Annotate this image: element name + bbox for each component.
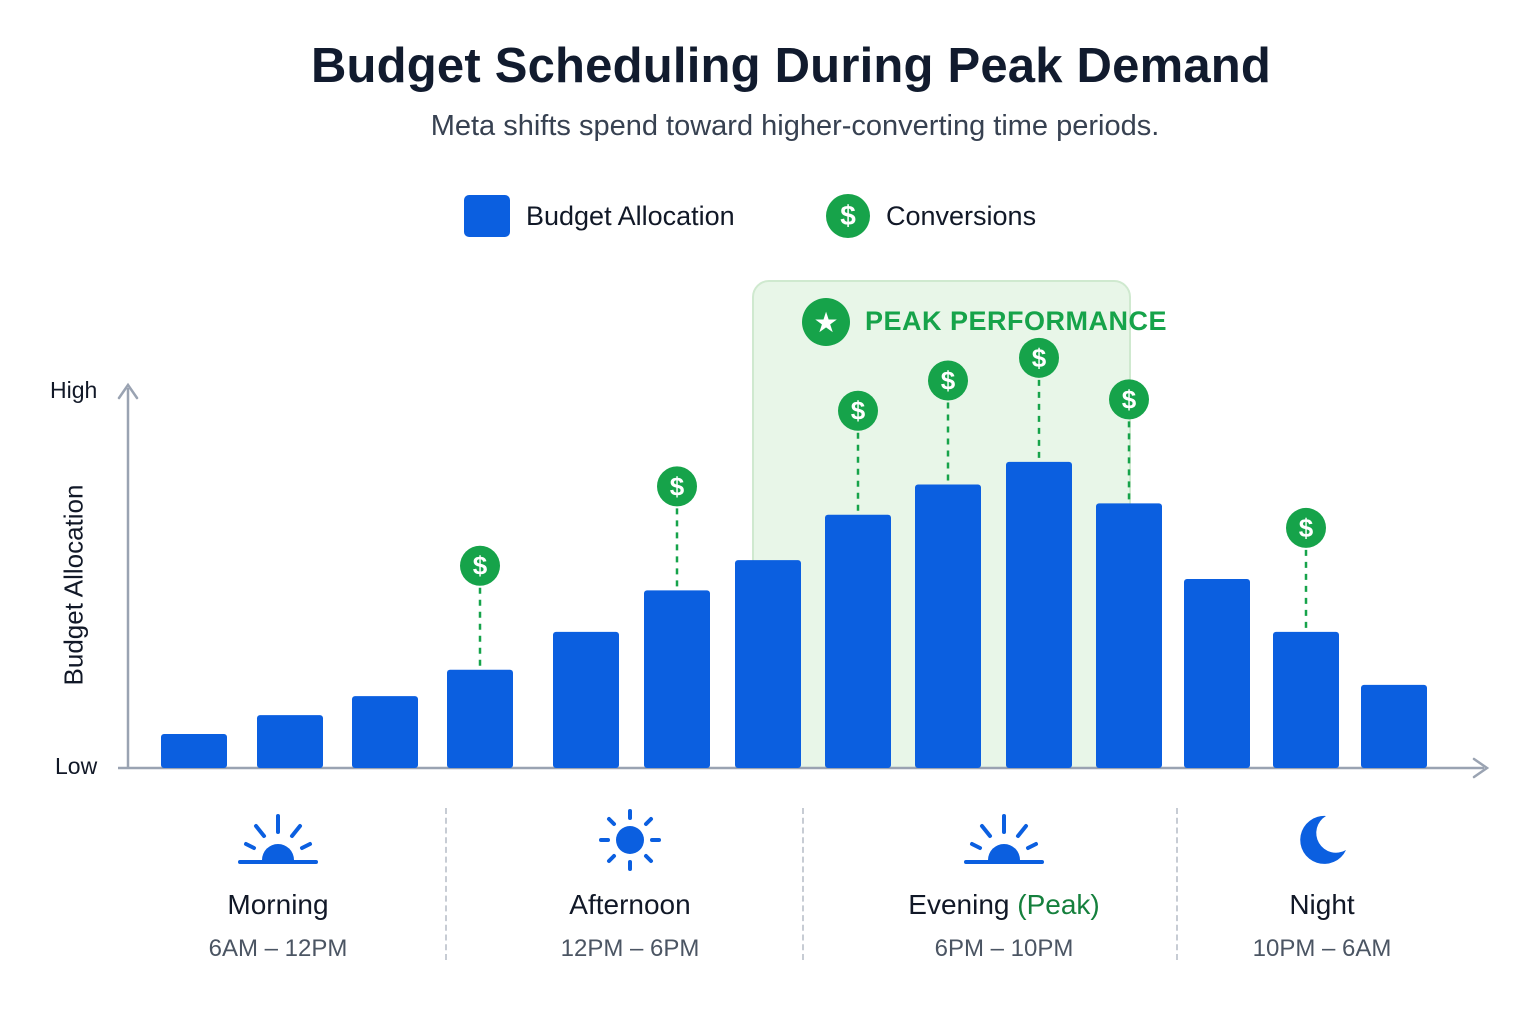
y-tick-low: Low bbox=[55, 753, 98, 779]
bar bbox=[257, 715, 323, 768]
legend-label-budget: Budget Allocation bbox=[526, 200, 735, 231]
bar bbox=[161, 733, 227, 768]
period-name-night: Night bbox=[1289, 889, 1355, 920]
y-axis-title: Budget Allocation bbox=[58, 484, 89, 686]
period-afternoon: Afternoon 12PM – 6PM bbox=[530, 805, 730, 963]
x-axis-arrow bbox=[1472, 757, 1490, 779]
peak-performance-label: PEAK PERFORMANCE bbox=[865, 306, 1168, 336]
chart-subtitle: Meta shifts spend toward higher-converti… bbox=[430, 110, 1160, 142]
legend-swatch-budget bbox=[464, 195, 510, 237]
legend-label-conversions: Conversions bbox=[886, 200, 1037, 231]
period-night: Night 10PM – 6AM bbox=[1222, 805, 1422, 963]
dollar-icon: $ bbox=[941, 366, 956, 396]
conversion-marker bbox=[657, 466, 697, 507]
conversion-marker bbox=[928, 360, 968, 401]
dollar-icon: $ bbox=[1032, 343, 1047, 373]
bar bbox=[553, 631, 619, 768]
period-divider bbox=[802, 808, 804, 960]
period-name-afternoon: Afternoon bbox=[569, 889, 691, 920]
bar bbox=[915, 484, 981, 768]
legend-item-conversions: $ Conversions bbox=[826, 194, 1036, 238]
moon-icon bbox=[1222, 805, 1422, 875]
period-morning: Morning 6AM – 12PM bbox=[178, 805, 378, 963]
period-range-night: 10PM – 6AM bbox=[1252, 935, 1392, 962]
bar bbox=[644, 590, 710, 768]
conversion-marker bbox=[1019, 337, 1059, 378]
period-divider bbox=[445, 808, 447, 960]
period-name-morning: Morning bbox=[227, 889, 329, 920]
y-tick-high: High bbox=[50, 377, 98, 403]
dollar-icon: $ bbox=[1122, 384, 1137, 414]
legend-item-budget: Budget Allocation bbox=[464, 195, 735, 237]
period-range-evening: 6PM – 10PM bbox=[934, 935, 1074, 962]
conversion-marker bbox=[1286, 507, 1326, 548]
bar bbox=[447, 669, 513, 768]
conversion-marker bbox=[838, 390, 878, 431]
period-divider bbox=[1176, 808, 1178, 960]
dollar-icon: $ bbox=[473, 551, 488, 581]
bar bbox=[1006, 461, 1072, 768]
conversion-marker bbox=[460, 545, 500, 586]
bar bbox=[352, 696, 418, 768]
dollar-icon: $ bbox=[851, 396, 866, 426]
chart-title: Budget Scheduling During Peak Demand bbox=[310, 39, 1272, 93]
period-range-morning: 6AM – 12PM bbox=[208, 935, 348, 962]
sun-icon bbox=[530, 805, 730, 875]
period-name-evening: Evening (Peak) bbox=[874, 889, 1134, 921]
bar bbox=[1361, 684, 1427, 768]
dollar-icon: $ bbox=[826, 194, 870, 238]
sunrise-icon bbox=[178, 805, 378, 875]
star-icon: ★ bbox=[802, 298, 850, 346]
period-name-evening-text: Evening bbox=[908, 889, 1010, 920]
y-axis-arrow bbox=[117, 382, 139, 400]
bar bbox=[735, 560, 801, 768]
bar bbox=[1096, 503, 1162, 768]
dollar-icon: $ bbox=[670, 471, 685, 501]
dollar-icon: $ bbox=[1299, 513, 1314, 543]
period-range-afternoon: 12PM – 6PM bbox=[560, 935, 700, 962]
sunset-icon bbox=[874, 805, 1134, 875]
period-evening: Evening (Peak) 6PM – 10PM bbox=[874, 805, 1134, 963]
bar bbox=[1273, 631, 1339, 768]
conversion-marker bbox=[1109, 379, 1149, 420]
period-name-evening-peak: (Peak) bbox=[1017, 889, 1100, 920]
bar bbox=[1184, 579, 1250, 768]
bar bbox=[825, 514, 891, 768]
